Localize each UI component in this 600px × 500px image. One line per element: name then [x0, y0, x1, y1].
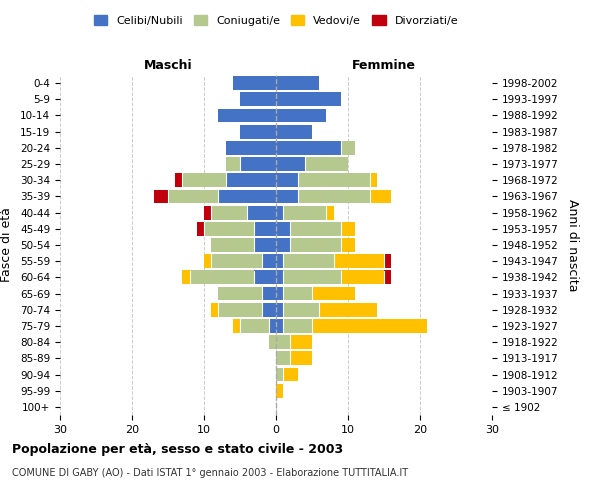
Bar: [276, 384, 283, 398]
Bar: [218, 303, 262, 316]
Bar: [197, 222, 204, 235]
Bar: [319, 303, 377, 316]
Bar: [370, 174, 377, 187]
Bar: [384, 270, 391, 284]
Bar: [312, 286, 355, 300]
Bar: [276, 352, 290, 365]
Bar: [276, 222, 290, 235]
Bar: [218, 190, 276, 203]
Bar: [276, 108, 326, 122]
Bar: [204, 222, 254, 235]
Bar: [370, 190, 391, 203]
Bar: [283, 368, 298, 382]
Bar: [204, 254, 211, 268]
Bar: [182, 270, 190, 284]
Bar: [233, 319, 240, 333]
Bar: [240, 157, 276, 171]
Y-axis label: Fasce di età: Fasce di età: [0, 208, 13, 282]
Bar: [211, 206, 247, 220]
Bar: [226, 174, 276, 187]
Bar: [276, 92, 341, 106]
Bar: [276, 336, 290, 349]
Bar: [334, 254, 384, 268]
Bar: [276, 190, 298, 203]
Bar: [226, 157, 240, 171]
Text: Popolazione per età, sesso e stato civile - 2003: Popolazione per età, sesso e stato civil…: [12, 442, 343, 456]
Bar: [276, 76, 319, 90]
Bar: [276, 206, 283, 220]
Y-axis label: Anni di nascita: Anni di nascita: [566, 198, 580, 291]
Bar: [283, 286, 312, 300]
Bar: [276, 157, 305, 171]
Bar: [269, 319, 276, 333]
Bar: [384, 254, 391, 268]
Text: Maschi: Maschi: [143, 59, 193, 72]
Bar: [326, 206, 334, 220]
Bar: [312, 319, 427, 333]
Bar: [247, 206, 276, 220]
Bar: [276, 254, 283, 268]
Bar: [218, 108, 276, 122]
Bar: [262, 303, 276, 316]
Bar: [211, 254, 262, 268]
Bar: [276, 368, 283, 382]
Bar: [262, 254, 276, 268]
Bar: [298, 190, 370, 203]
Bar: [290, 238, 341, 252]
Bar: [341, 141, 355, 154]
Bar: [211, 303, 218, 316]
Bar: [240, 319, 269, 333]
Bar: [204, 206, 211, 220]
Bar: [341, 222, 355, 235]
Bar: [290, 352, 312, 365]
Bar: [254, 222, 276, 235]
Bar: [305, 157, 348, 171]
Bar: [168, 190, 218, 203]
Bar: [290, 222, 341, 235]
Legend: Celibi/Nubili, Coniugati/e, Vedovi/e, Divorziati/e: Celibi/Nubili, Coniugati/e, Vedovi/e, Di…: [89, 10, 463, 30]
Bar: [276, 303, 283, 316]
Bar: [226, 141, 276, 154]
Bar: [269, 336, 276, 349]
Bar: [290, 336, 312, 349]
Bar: [254, 238, 276, 252]
Bar: [276, 238, 290, 252]
Text: Femmine: Femmine: [352, 59, 416, 72]
Bar: [283, 270, 341, 284]
Bar: [283, 319, 312, 333]
Bar: [276, 125, 312, 138]
Bar: [276, 319, 283, 333]
Bar: [190, 270, 254, 284]
Bar: [175, 174, 182, 187]
Bar: [276, 286, 283, 300]
Bar: [211, 238, 254, 252]
Bar: [218, 286, 262, 300]
Bar: [298, 174, 370, 187]
Bar: [254, 270, 276, 284]
Bar: [341, 238, 355, 252]
Text: COMUNE DI GABY (AO) - Dati ISTAT 1° gennaio 2003 - Elaborazione TUTTITALIA.IT: COMUNE DI GABY (AO) - Dati ISTAT 1° genn…: [12, 468, 408, 477]
Bar: [262, 286, 276, 300]
Bar: [154, 190, 168, 203]
Bar: [341, 270, 384, 284]
Bar: [276, 174, 298, 187]
Bar: [240, 125, 276, 138]
Bar: [233, 76, 276, 90]
Bar: [276, 270, 283, 284]
Bar: [283, 206, 326, 220]
Bar: [283, 303, 319, 316]
Bar: [276, 141, 341, 154]
Bar: [182, 174, 226, 187]
Bar: [240, 92, 276, 106]
Bar: [283, 254, 334, 268]
